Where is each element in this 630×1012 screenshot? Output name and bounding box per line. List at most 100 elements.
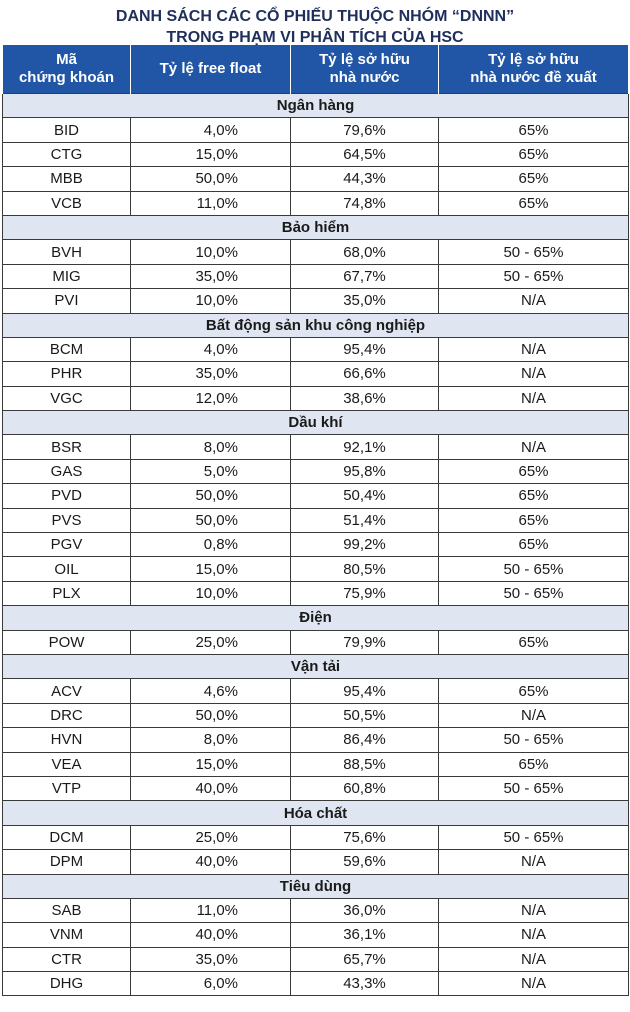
state-ownership-cell: 79,9%	[290, 629, 439, 655]
free-float-cell: 4,6%	[130, 678, 291, 704]
proposed-ownership-cell: N/A	[438, 922, 629, 948]
free-float-cell: 5,0%	[130, 458, 291, 485]
state-ownership-cell: 66,6%	[290, 361, 439, 387]
free-float-cell: 25,0%	[130, 629, 291, 655]
state-ownership-cell: 80,5%	[290, 556, 439, 582]
group-row: Ngân hàng	[2, 92, 629, 119]
group-row: Hóa chất	[2, 800, 629, 826]
state-ownership-cell: 68,0%	[290, 239, 439, 265]
proposed-ownership-cell: N/A	[438, 702, 629, 729]
free-float-cell: 0,8%	[130, 532, 291, 558]
title-line-2: TRONG PHẠM VI PHÂN TÍCH CỦA HSC	[166, 29, 464, 46]
table-row: HVN 8,0% 86,4% 50 - 65%	[2, 727, 629, 753]
free-float-cell: 8,0%	[130, 727, 291, 753]
table-row: ACV 4,6% 95,4% 65%	[2, 678, 629, 704]
stock-code-cell: CTG	[2, 141, 131, 168]
proposed-ownership-cell: 65%	[438, 507, 629, 534]
table-row: VGC 12,0% 38,6% N/A	[2, 385, 629, 412]
free-float-cell: 40,0%	[130, 775, 291, 802]
proposed-ownership-cell: N/A	[438, 849, 629, 875]
proposed-ownership-cell: 65%	[438, 166, 629, 192]
table-row: BCM 4,0% 95,4% N/A	[2, 336, 629, 363]
stock-code-cell: PGV	[2, 532, 131, 558]
table-header: Mã chứng khoán Tỷ lệ free float Tỷ lệ sở …	[2, 45, 629, 94]
state-ownership-cell: 95,8%	[290, 458, 439, 485]
table-row: PVD 50,0% 50,4% 65%	[2, 483, 629, 509]
proposed-ownership-cell: 50 - 65%	[438, 580, 629, 607]
table-row: DHG 6,0% 43,3% N/A	[2, 971, 629, 997]
proposed-ownership-cell: N/A	[438, 361, 629, 387]
group-row: Vận tải	[2, 653, 629, 680]
state-ownership-cell: 36,1%	[290, 922, 439, 948]
state-ownership-cell: 86,4%	[290, 727, 439, 753]
stock-code-cell: VCB	[2, 190, 131, 216]
stock-code-cell: SAB	[2, 897, 131, 924]
free-float-cell: 15,0%	[130, 556, 291, 582]
table-row: CTG 15,0% 64,5% 65%	[2, 141, 629, 168]
stock-code-cell: PHR	[2, 361, 131, 387]
table-row: BVH 10,0% 68,0% 50 - 65%	[2, 239, 629, 265]
proposed-ownership-cell: 65%	[438, 458, 629, 485]
stock-code-cell: OIL	[2, 556, 131, 582]
free-float-cell: 50,0%	[130, 507, 291, 534]
free-float-cell: 6,0%	[130, 971, 291, 997]
state-ownership-cell: 43,3%	[290, 971, 439, 997]
state-ownership-cell: 92,1%	[290, 434, 439, 460]
proposed-ownership-cell: N/A	[438, 288, 629, 314]
free-float-cell: 40,0%	[130, 849, 291, 875]
free-float-cell: 4,0%	[130, 336, 291, 363]
state-ownership-cell: 36,0%	[290, 897, 439, 924]
state-ownership-cell: 88,5%	[290, 751, 439, 777]
state-ownership-cell: 75,6%	[290, 824, 439, 851]
free-float-cell: 10,0%	[130, 580, 291, 607]
proposed-ownership-cell: N/A	[438, 897, 629, 924]
state-ownership-cell: 75,9%	[290, 580, 439, 607]
proposed-ownership-cell: N/A	[438, 971, 629, 997]
free-float-cell: 50,0%	[130, 702, 291, 729]
free-float-cell: 25,0%	[130, 824, 291, 851]
stock-code-cell: VTP	[2, 775, 131, 802]
group-row: Bất động sản khu công nghiệp	[2, 312, 629, 338]
proposed-ownership-cell: N/A	[438, 434, 629, 460]
stock-code-cell: BID	[2, 117, 131, 143]
group-label: Vận tải	[2, 653, 629, 680]
stock-code-cell: PLX	[2, 580, 131, 607]
free-float-cell: 35,0%	[130, 361, 291, 387]
table-row: MIG 35,0% 67,7% 50 - 65%	[2, 263, 629, 290]
stock-code-cell: PVD	[2, 483, 131, 509]
table-row: MBB 50,0% 44,3% 65%	[2, 166, 629, 192]
free-float-cell: 15,0%	[130, 141, 291, 168]
state-ownership-cell: 74,8%	[290, 190, 439, 216]
stock-code-cell: DPM	[2, 849, 131, 875]
table-row: VTP 40,0% 60,8% 50 - 65%	[2, 775, 629, 802]
table-row: PGV 0,8% 99,2% 65%	[2, 532, 629, 558]
table-row: PVI 10,0% 35,0% N/A	[2, 288, 629, 314]
state-ownership-cell: 50,4%	[290, 483, 439, 509]
free-float-cell: 50,0%	[130, 166, 291, 192]
state-ownership-cell: 95,4%	[290, 336, 439, 363]
state-ownership-cell: 59,6%	[290, 849, 439, 875]
group-label: Điện	[2, 605, 629, 631]
stock-code-cell: VEA	[2, 751, 131, 777]
header-proposed-state-ownership: Tỷ lệ sở hữu nhà nước đề xuất	[438, 45, 629, 94]
header-stock-code: Mã chứng khoán	[2, 45, 131, 94]
table-row: PVS 50,0% 51,4% 65%	[2, 507, 629, 534]
state-ownership-cell: 95,4%	[290, 678, 439, 704]
proposed-ownership-cell: 65%	[438, 190, 629, 216]
stock-code-cell: MIG	[2, 263, 131, 290]
stock-code-cell: PVI	[2, 288, 131, 314]
proposed-ownership-cell: 65%	[438, 141, 629, 168]
group-row: Tiêu dùng	[2, 873, 629, 899]
state-ownership-cell: 51,4%	[290, 507, 439, 534]
table-row: POW 25,0% 79,9% 65%	[2, 629, 629, 655]
group-row: Dầu khí	[2, 410, 629, 436]
stock-code-cell: CTR	[2, 946, 131, 973]
header-state-ownership: Tỷ lệ sở hữu nhà nước	[290, 45, 439, 94]
table-row: BSR 8,0% 92,1% N/A	[2, 434, 629, 460]
group-label: Dầu khí	[2, 410, 629, 436]
free-float-cell: 10,0%	[130, 288, 291, 314]
state-ownership-cell: 67,7%	[290, 263, 439, 290]
title-line-1: DANH SÁCH CÁC CỔ PHIẾU THUỘC NHÓM “DNNN”	[115, 8, 515, 25]
proposed-ownership-cell: N/A	[438, 336, 629, 363]
free-float-cell: 35,0%	[130, 263, 291, 290]
